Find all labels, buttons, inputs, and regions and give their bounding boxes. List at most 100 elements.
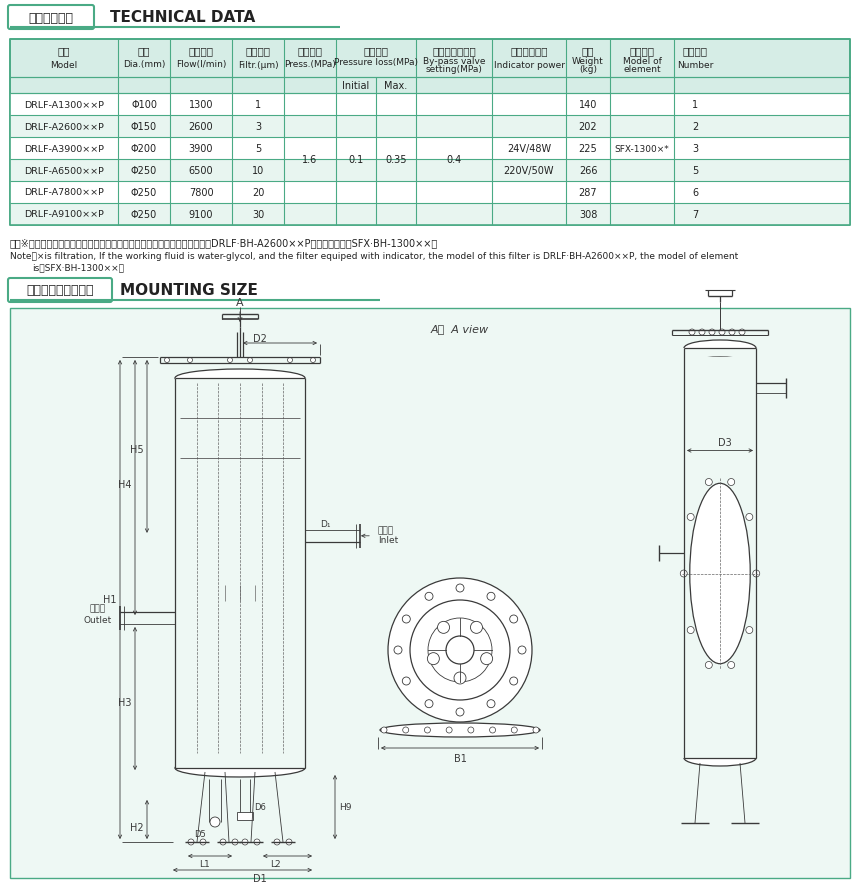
Text: 1.6: 1.6 — [303, 155, 317, 165]
Text: 220V/50W: 220V/50W — [504, 166, 554, 175]
Bar — [285, 79, 335, 93]
Circle shape — [254, 839, 260, 845]
Circle shape — [518, 646, 526, 654]
Circle shape — [746, 626, 752, 633]
Circle shape — [274, 839, 280, 845]
Text: 5: 5 — [692, 166, 698, 175]
Circle shape — [187, 358, 193, 363]
Bar — [10, 40, 850, 226]
Circle shape — [188, 839, 194, 845]
Bar — [170, 79, 231, 93]
Text: 6: 6 — [692, 188, 698, 198]
Circle shape — [438, 622, 450, 633]
Text: 9100: 9100 — [188, 210, 213, 220]
Circle shape — [510, 677, 518, 685]
Text: 旁通阀开启压力: 旁通阀开启压力 — [432, 46, 476, 56]
Bar — [10, 159, 850, 182]
Circle shape — [425, 700, 433, 708]
Text: 滤芯数量: 滤芯数量 — [683, 46, 708, 56]
Text: Press.(MPa): Press.(MPa) — [284, 60, 336, 69]
Circle shape — [489, 727, 495, 734]
Text: L2: L2 — [270, 859, 280, 868]
Text: DRLF-A6500××P: DRLF-A6500××P — [24, 167, 104, 175]
Circle shape — [512, 727, 517, 734]
Bar — [567, 79, 609, 93]
Text: Φ150: Φ150 — [131, 122, 157, 132]
Bar — [10, 308, 850, 878]
Bar — [232, 79, 284, 93]
Circle shape — [468, 727, 474, 734]
Text: 公称压力: 公称压力 — [298, 46, 322, 56]
Bar — [416, 79, 492, 93]
Circle shape — [402, 727, 408, 734]
Ellipse shape — [684, 750, 756, 766]
Text: 140: 140 — [579, 100, 597, 110]
Text: 308: 308 — [579, 210, 597, 220]
Text: 20: 20 — [252, 188, 264, 198]
Text: 266: 266 — [579, 166, 597, 175]
Circle shape — [533, 727, 539, 734]
Text: 重量: 重量 — [581, 46, 594, 56]
FancyBboxPatch shape — [8, 6, 94, 30]
Circle shape — [242, 839, 248, 845]
Text: Model: Model — [51, 60, 77, 69]
Text: 7: 7 — [692, 210, 698, 220]
Text: 型号: 型号 — [58, 46, 71, 56]
Circle shape — [381, 727, 387, 734]
Circle shape — [427, 653, 439, 664]
Text: Flow(l/min): Flow(l/min) — [175, 60, 226, 69]
Text: 出油口: 出油口 — [90, 604, 106, 613]
Circle shape — [728, 662, 734, 669]
Bar — [10, 138, 850, 159]
Text: DRLF-A9100××P: DRLF-A9100××P — [24, 210, 104, 219]
Bar — [10, 182, 850, 204]
Circle shape — [689, 330, 695, 336]
Text: Φ250: Φ250 — [131, 188, 157, 198]
Circle shape — [287, 358, 292, 363]
Text: 2600: 2600 — [188, 122, 213, 132]
Text: Max.: Max. — [384, 81, 408, 91]
Text: 3: 3 — [692, 144, 698, 154]
Bar — [611, 79, 673, 93]
Text: D5: D5 — [194, 829, 206, 838]
Circle shape — [425, 727, 430, 734]
Text: (kg): (kg) — [579, 66, 597, 74]
Text: MOUNTING SIZE: MOUNTING SIZE — [120, 284, 258, 299]
Circle shape — [410, 601, 510, 700]
Circle shape — [220, 839, 226, 845]
Bar — [285, 79, 335, 93]
Circle shape — [228, 358, 232, 363]
Text: element: element — [624, 66, 660, 74]
Text: A: A — [237, 298, 244, 307]
Text: 0.4: 0.4 — [446, 155, 462, 165]
Text: D6: D6 — [254, 803, 266, 812]
Text: 发讯装置功率: 发讯装置功率 — [510, 46, 548, 56]
Text: D1: D1 — [253, 873, 267, 883]
Text: Number: Number — [677, 60, 713, 69]
Text: SFX-1300×*: SFX-1300×* — [615, 144, 669, 153]
Bar — [417, 79, 491, 93]
Circle shape — [680, 571, 687, 578]
Text: Initial: Initial — [342, 81, 370, 91]
Text: Note：×is filtration, If the working fluid is water-glycol, and the filter equipe: Note：×is filtration, If the working flui… — [10, 252, 738, 260]
Text: setting(MPa): setting(MPa) — [426, 66, 482, 74]
Circle shape — [248, 358, 253, 363]
Bar — [675, 79, 715, 93]
Bar — [10, 308, 850, 878]
Text: 压力损失: 压力损失 — [364, 46, 389, 56]
Circle shape — [705, 479, 712, 486]
Circle shape — [705, 662, 712, 669]
Text: 3: 3 — [255, 122, 261, 132]
Bar — [175, 758, 306, 768]
Text: Φ250: Φ250 — [131, 166, 157, 175]
Bar — [171, 79, 231, 93]
Text: A向  A view: A向 A view — [431, 323, 489, 334]
Ellipse shape — [690, 484, 750, 664]
Text: 5: 5 — [255, 144, 261, 154]
Text: L1: L1 — [200, 859, 211, 868]
Bar — [567, 79, 610, 93]
Text: By-pass valve: By-pass valve — [423, 57, 485, 66]
Text: Filtr.(μm): Filtr.(μm) — [237, 60, 279, 69]
Circle shape — [456, 585, 464, 593]
Text: H9: H9 — [339, 803, 351, 812]
